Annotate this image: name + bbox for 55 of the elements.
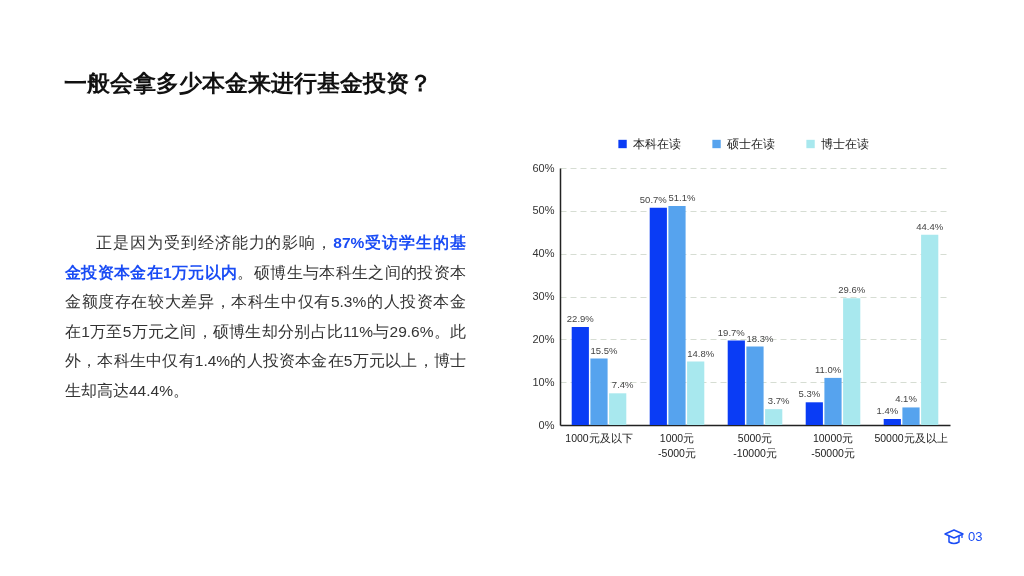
bar xyxy=(609,393,627,425)
bar xyxy=(746,346,764,425)
x-tick-label: 50000元及以上 xyxy=(874,431,948,444)
y-tick-label: 30% xyxy=(532,290,555,302)
text: 生却高达44.4%。 xyxy=(65,381,189,399)
text: 正是因为受到经济能力的影响， xyxy=(96,234,334,251)
y-tick-label: 60% xyxy=(532,161,555,174)
bar xyxy=(902,407,920,425)
x-tick-label: 10000元 -50000元 xyxy=(811,431,855,459)
text: 金投资本金在1万元以内 xyxy=(65,263,238,281)
data-label: 19.7% xyxy=(717,326,746,338)
bar xyxy=(883,419,901,425)
data-label: 22.9% xyxy=(566,312,595,324)
bar xyxy=(649,207,667,425)
text: 一般会拿多少本金来进行基金投资？ xyxy=(64,69,432,98)
data-label: 11.0% xyxy=(814,363,842,375)
bar xyxy=(668,206,686,425)
data-label: 44.4% xyxy=(916,220,944,232)
bar xyxy=(921,234,939,425)
data-label: 15.5% xyxy=(590,344,619,356)
data-label: 18.3% xyxy=(746,332,775,344)
data-label: 51.1% xyxy=(668,192,697,204)
x-tick-label: 5000元 -10000元 xyxy=(733,431,777,459)
text: 03 xyxy=(968,529,983,544)
data-label: 4.1% xyxy=(895,393,918,405)
data-label: 1.4% xyxy=(876,405,899,416)
legend-label: 本科在读 xyxy=(632,137,681,151)
text: 87%受访学生的基 xyxy=(333,234,466,251)
bar xyxy=(687,361,705,425)
x-tick-label: 1000元及以下 xyxy=(565,431,633,444)
bar xyxy=(824,377,842,425)
data-label: 50.7% xyxy=(639,193,668,205)
bar xyxy=(571,326,589,425)
text: 金额度存在较大差异，本科生中仅有5.3%的人投资本金 xyxy=(65,293,466,310)
legend-label: 硕士在读 xyxy=(725,137,775,151)
y-tick-label: 0% xyxy=(538,418,555,431)
text: 外，本科生中仅有1.4%的人投资本金在5万元以上，博士 xyxy=(65,352,466,369)
data-label: 29.6% xyxy=(838,284,866,296)
data-label: 7.4% xyxy=(611,379,635,391)
legend-label: 博士在读 xyxy=(820,137,869,151)
y-tick-label: 40% xyxy=(532,247,555,260)
y-tick-label: 20% xyxy=(532,332,555,345)
text: 。硕博生与本科生之间的投资本 xyxy=(237,263,467,281)
bar xyxy=(805,402,823,425)
bar xyxy=(590,358,608,425)
bar xyxy=(765,409,783,425)
bar xyxy=(843,298,861,425)
y-tick-label: 10% xyxy=(532,375,555,388)
data-label: 5.3% xyxy=(798,388,821,400)
x-tick-label: 1000元 -5000元 xyxy=(658,431,696,459)
data-label: 3.7% xyxy=(767,395,791,407)
y-tick-label: 50% xyxy=(532,204,555,217)
text: 在1万至5万元之间，硕博生却分别占比11%与29.6%。此 xyxy=(65,322,466,340)
bar xyxy=(727,340,745,425)
data-label: 14.8% xyxy=(687,347,715,359)
